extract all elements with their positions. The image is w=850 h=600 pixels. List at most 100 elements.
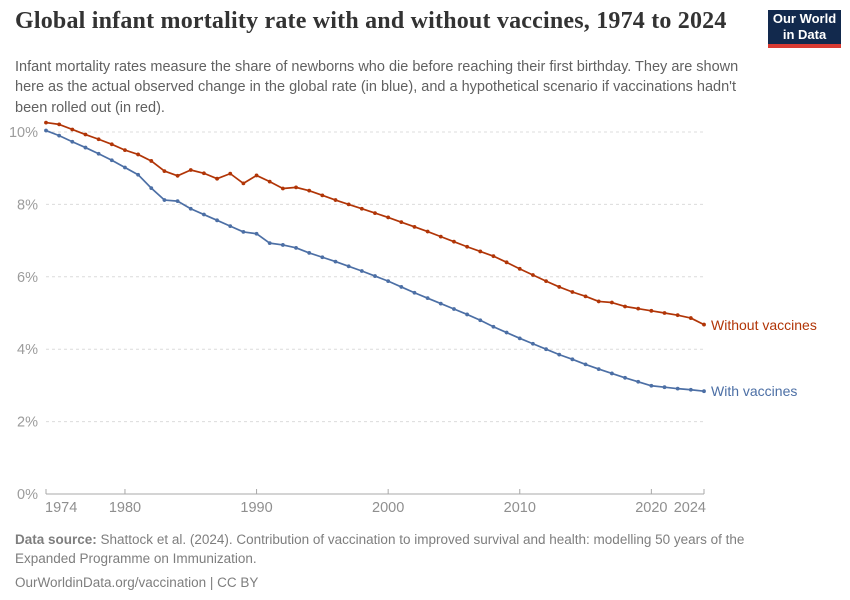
data-point[interactable] — [504, 260, 509, 265]
data-point[interactable] — [175, 199, 180, 204]
data-point[interactable] — [688, 316, 693, 320]
data-point[interactable] — [596, 299, 601, 304]
data-point[interactable] — [109, 142, 114, 147]
data-point[interactable] — [557, 285, 562, 289]
data-point[interactable] — [438, 301, 443, 306]
data-point[interactable] — [333, 259, 338, 264]
data-point[interactable] — [149, 186, 154, 191]
data-point[interactable] — [557, 352, 562, 357]
series-line-1[interactable] — [45, 129, 705, 393]
data-point[interactable] — [491, 324, 496, 329]
data-point[interactable] — [544, 279, 548, 284]
data-point[interactable] — [57, 122, 62, 127]
data-point[interactable] — [123, 148, 127, 153]
data-point[interactable] — [188, 168, 193, 172]
data-point[interactable] — [320, 255, 325, 260]
data-point[interactable] — [452, 307, 456, 311]
data-point[interactable] — [465, 244, 470, 249]
data-point[interactable] — [373, 211, 377, 215]
data-point[interactable] — [254, 231, 259, 236]
data-point[interactable] — [596, 367, 601, 372]
data-point[interactable] — [202, 212, 206, 217]
data-point[interactable] — [583, 362, 588, 367]
data-point[interactable] — [359, 269, 364, 273]
data-point[interactable] — [307, 251, 312, 255]
data-point[interactable] — [83, 132, 88, 137]
data-point[interactable] — [44, 120, 48, 125]
data-point[interactable] — [359, 206, 364, 211]
data-point[interactable] — [202, 171, 206, 176]
data-point[interactable] — [399, 285, 404, 289]
data-point[interactable] — [241, 181, 246, 186]
data-point[interactable] — [320, 193, 325, 198]
data-point[interactable] — [649, 383, 654, 388]
data-point[interactable] — [175, 173, 180, 178]
data-point[interactable] — [109, 158, 114, 163]
data-point[interactable] — [636, 379, 641, 384]
data-point[interactable] — [241, 230, 246, 234]
data-point[interactable] — [662, 385, 667, 390]
data-point[interactable] — [44, 128, 48, 133]
data-point[interactable] — [96, 137, 101, 142]
data-point[interactable] — [636, 306, 641, 311]
data-point[interactable] — [570, 290, 575, 294]
data-point[interactable] — [267, 179, 272, 184]
data-point[interactable] — [280, 186, 285, 191]
data-point[interactable] — [215, 176, 219, 181]
data-point[interactable] — [136, 172, 141, 177]
data-point[interactable] — [623, 375, 627, 380]
data-point[interactable] — [649, 308, 654, 313]
data-point[interactable] — [83, 145, 88, 150]
data-point[interactable] — [570, 357, 575, 362]
data-point[interactable] — [517, 336, 522, 341]
data-point[interactable] — [399, 220, 404, 225]
data-point[interactable] — [96, 151, 101, 156]
data-point[interactable] — [412, 290, 417, 295]
data-point[interactable] — [333, 198, 338, 202]
data-point[interactable] — [162, 169, 167, 173]
data-point[interactable] — [583, 294, 588, 299]
data-point[interactable] — [609, 300, 614, 305]
data-point[interactable] — [531, 341, 535, 346]
data-point[interactable] — [675, 386, 680, 391]
data-point[interactable] — [307, 188, 312, 193]
data-point[interactable] — [425, 296, 430, 301]
data-point[interactable] — [412, 224, 417, 229]
data-point[interactable] — [623, 304, 627, 309]
data-point[interactable] — [452, 239, 456, 244]
data-point[interactable] — [70, 139, 75, 144]
data-point[interactable] — [609, 371, 614, 376]
data-point[interactable] — [188, 206, 193, 211]
data-point[interactable] — [465, 312, 470, 317]
data-point[interactable] — [675, 313, 680, 318]
data-point[interactable] — [70, 127, 75, 132]
data-point[interactable] — [57, 133, 62, 138]
data-point[interactable] — [438, 234, 443, 239]
data-point[interactable] — [280, 243, 285, 247]
data-point[interactable] — [373, 274, 377, 278]
data-point[interactable] — [478, 249, 483, 254]
data-point[interactable] — [688, 387, 693, 392]
data-point[interactable] — [504, 330, 509, 335]
data-point[interactable] — [228, 224, 233, 229]
data-point[interactable] — [386, 279, 391, 284]
data-point[interactable] — [702, 389, 706, 394]
data-point[interactable] — [491, 254, 496, 259]
data-point[interactable] — [267, 241, 272, 246]
data-point[interactable] — [478, 318, 483, 323]
data-point[interactable] — [123, 165, 127, 170]
data-point[interactable] — [531, 273, 535, 277]
data-point[interactable] — [346, 264, 351, 269]
data-point[interactable] — [544, 347, 548, 352]
footer-url[interactable]: OurWorldinData.org/vaccination — [15, 575, 207, 591]
data-point[interactable] — [386, 215, 391, 220]
data-point[interactable] — [702, 322, 706, 327]
data-point[interactable] — [425, 229, 430, 234]
data-point[interactable] — [294, 245, 298, 250]
data-point[interactable] — [215, 218, 219, 223]
data-point[interactable] — [346, 202, 351, 207]
data-point[interactable] — [254, 173, 259, 178]
data-point[interactable] — [136, 152, 141, 157]
data-point[interactable] — [662, 311, 667, 315]
data-point[interactable] — [517, 266, 522, 271]
